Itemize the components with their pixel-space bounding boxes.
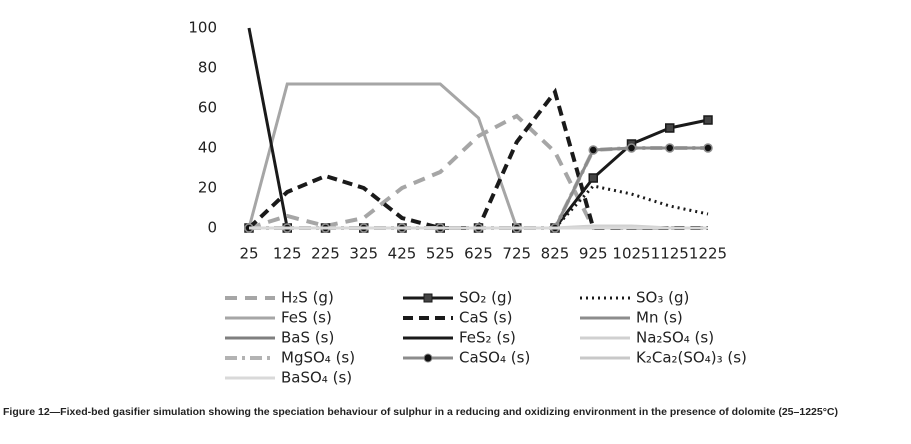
x-tick-label: 225 [311,245,340,263]
legend-marker [423,353,433,363]
legend-label: FeS₂ (s) [459,329,516,347]
x-tick-label: 325 [349,245,378,263]
legend-label: BaS (s) [281,329,334,347]
point-marker [588,145,598,155]
series-line [247,82,708,230]
figure-caption: Figure 12—Fixed-bed gasifier simulation … [3,406,839,418]
x-tick-label: 625 [464,245,493,263]
point-marker [588,173,598,183]
series-line [247,27,708,230]
x-tick-label: 1025 [612,245,650,263]
point-marker [626,143,637,153]
series-line [249,184,709,230]
x-tick-label: 1225 [689,245,727,263]
legend-label: Mn (s) [636,309,683,327]
legend-marker [423,293,433,303]
y-tick-label: 60 [198,99,217,117]
x-tick-label: 1125 [651,245,689,263]
x-tick-label: 825 [541,245,570,263]
point-marker [665,143,675,153]
y-tick-label: 80 [198,59,217,77]
point-marker [703,143,713,153]
y-tick-label: 20 [198,179,217,197]
series-line [249,146,708,230]
legend-label: H₂S (g) [281,289,334,307]
x-tick-label: 525 [426,245,455,263]
chart: 0 20 40 60 80 100 25 125 225 325 425 525 625 725 825 92… [188,19,747,387]
y-tick-label: 40 [198,139,217,157]
legend-label: CaSO₄ (s) [459,349,530,367]
series-line [248,113,708,230]
legend-label: SO₃ (g) [636,289,689,307]
y-tick-label: 0 [207,219,217,237]
legend-label: BaSO₄ (s) [281,369,352,387]
x-tick-label: 925 [579,245,608,263]
legend-label: FeS (s) [281,309,332,327]
series-line [249,146,708,230]
y-tick-label: 100 [188,19,217,37]
point-marker [703,115,713,125]
x-tick-label: 125 [273,245,302,263]
series-line [247,87,708,230]
legend-label: K₂Ca₂(SO₄)₃ (s) [636,349,747,367]
x-tick-label: 425 [388,245,417,263]
x-tick-label: 25 [239,245,258,263]
legend-label: SO₂ (g) [459,289,512,307]
x-tick-label: 725 [502,245,531,263]
point-marker [665,123,675,133]
legend-label: CaS (s) [459,309,512,327]
legend-label: MgSO₄ (s) [281,349,355,367]
legend-label: Na₂SO₄ (s) [636,329,714,347]
